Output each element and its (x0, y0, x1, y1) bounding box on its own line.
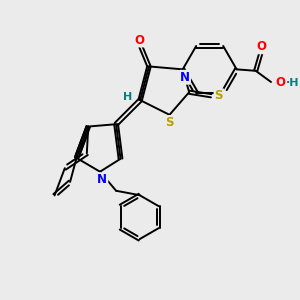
Text: N: N (180, 71, 190, 84)
Text: O: O (134, 34, 144, 46)
Text: ·H: ·H (286, 78, 299, 88)
Text: N: N (97, 173, 107, 186)
Text: S: S (165, 116, 173, 129)
Text: S: S (214, 89, 223, 102)
Text: H: H (123, 92, 133, 102)
Text: O: O (256, 40, 266, 53)
Text: O: O (275, 76, 285, 89)
